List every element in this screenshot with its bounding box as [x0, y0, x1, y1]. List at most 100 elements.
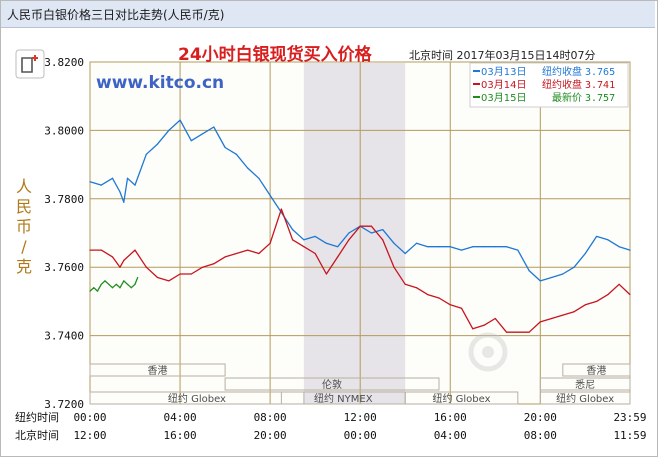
data-point [123, 201, 125, 203]
legend-series-value: 3.757 [585, 93, 615, 104]
data-point [607, 293, 609, 296]
data-point [596, 300, 598, 302]
data-point [596, 235, 598, 238]
data-point [247, 167, 249, 169]
y-label-char: 克 [16, 257, 32, 276]
y-tick-label: 3.7400 [44, 330, 84, 343]
data-point [145, 266, 147, 268]
legend-series-label: 最新价 [552, 91, 582, 104]
data-point [100, 283, 102, 285]
data-point [303, 246, 305, 248]
session-label: 纽约 Globex [168, 392, 226, 405]
y-label-char: 民 [16, 197, 32, 216]
data-point [201, 266, 204, 268]
data-point [235, 252, 237, 255]
data-point [93, 287, 95, 289]
data-point [168, 280, 170, 282]
session-box [539, 391, 631, 405]
legend-series-label: 纽约收盘 [542, 78, 582, 91]
x-tick-label-ny: 00:00 [73, 411, 106, 424]
data-point [404, 252, 406, 255]
data-point [494, 317, 496, 320]
data-point [359, 225, 361, 227]
data-point [89, 290, 91, 292]
data-point [190, 140, 192, 142]
data-point [269, 194, 271, 196]
data-point [134, 283, 136, 285]
data-point [224, 146, 226, 149]
watermark-stamp-icon [468, 332, 508, 372]
data-point [562, 314, 564, 316]
data-point [370, 232, 373, 234]
data-point [438, 246, 440, 248]
data-point [280, 211, 282, 214]
data-point [460, 249, 463, 251]
x-tick-label-bj: 12:00 [73, 429, 106, 442]
data-point [505, 246, 508, 248]
data-point [382, 239, 384, 241]
watermark-url: www.kitco.cn [96, 73, 224, 93]
legend-series-name: 03月15日 [481, 92, 526, 104]
chart-subtitle: 北京时间 2017年03月15日14时07分 [409, 48, 595, 62]
data-point [111, 256, 114, 258]
data-point [393, 242, 395, 244]
series-line [89, 277, 139, 292]
data-point [370, 225, 373, 227]
data-point [460, 307, 463, 309]
data-point [156, 276, 159, 279]
session-label: 悉尼 [575, 379, 595, 391]
data-point [126, 283, 129, 285]
data-point [115, 283, 117, 285]
data-point [584, 304, 586, 306]
y-tick-label: 3.7600 [44, 261, 84, 274]
y-tick-label: 3.7800 [44, 193, 84, 206]
session-label: 伦敦 [322, 378, 342, 391]
data-point [314, 252, 316, 255]
data-point [292, 239, 294, 241]
x-tick-label-ny: 16:00 [434, 411, 467, 424]
legend-series-value: 3.741 [585, 80, 615, 91]
data-point [123, 259, 125, 261]
session-box [224, 377, 440, 391]
data-point [618, 246, 620, 248]
session-box [89, 391, 305, 405]
data-point [607, 239, 609, 241]
x-tick-label-bj: 11:59 [613, 429, 646, 442]
data-point [483, 246, 485, 248]
data-point [168, 129, 170, 131]
data-point [325, 242, 328, 244]
data-point [404, 283, 406, 285]
y-label-char: / [21, 237, 27, 256]
data-point [280, 208, 282, 210]
data-point [100, 249, 102, 251]
x-tick-label-bj: 00:00 [344, 429, 377, 442]
data-point [550, 276, 553, 279]
data-point [123, 280, 125, 282]
x-axis-label-ny: 纽约时间 [15, 410, 59, 424]
data-point [137, 276, 139, 279]
data-point [119, 287, 121, 289]
y-tick-labels: 3.8200 3.8000 3.7800 3.7600 3.7400 3.7200 [44, 56, 84, 411]
data-point [325, 273, 328, 275]
data-point [427, 293, 429, 296]
data-point [269, 242, 271, 244]
data-point [618, 283, 620, 285]
data-point [629, 249, 631, 251]
data-point [449, 246, 451, 248]
data-point [119, 191, 121, 193]
session-box [404, 391, 519, 405]
data-point [89, 181, 91, 183]
x-axis-label-bj: 北京时间 [15, 428, 59, 442]
data-point [224, 256, 226, 258]
data-point [528, 331, 530, 333]
x-tick-labels: 00:00 04:00 08:00 12:00 16:00 20:00 23:59 12:00… [73, 411, 646, 442]
data-point [494, 246, 496, 248]
x-tick-label-ny: 23:59 [613, 411, 646, 424]
x-tick-label-bj: 04:00 [434, 429, 467, 442]
session-box [539, 377, 631, 391]
y-label-char: 币 [16, 217, 32, 236]
legend-series-label: 纽约收盘 [542, 65, 582, 78]
data-point [472, 246, 474, 248]
